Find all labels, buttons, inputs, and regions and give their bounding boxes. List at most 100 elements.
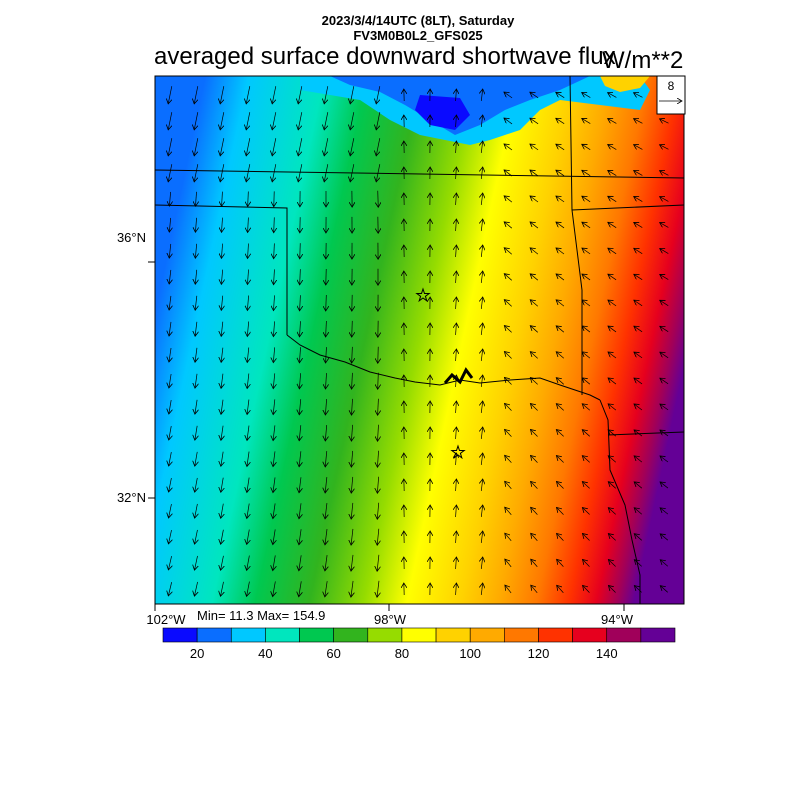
wind-vector — [169, 243, 171, 258]
colorbar-label: 40 — [258, 646, 272, 661]
wind-vector — [556, 430, 564, 437]
wind-vector — [273, 321, 274, 336]
wind-vector — [351, 580, 353, 597]
colorbar-swatch — [640, 627, 676, 643]
wind-vector — [248, 243, 249, 258]
wind-vector — [582, 92, 591, 98]
wind-vector — [481, 375, 482, 387]
wind-vector — [556, 274, 565, 281]
wind-vector — [660, 352, 669, 359]
wind-vector — [221, 295, 222, 311]
wind-vector — [272, 86, 276, 104]
wind-vector — [194, 86, 198, 104]
wind-vector — [481, 193, 482, 205]
wind-vector — [481, 427, 482, 439]
colorbar-label: 140 — [596, 646, 618, 661]
wind-vector — [556, 300, 565, 307]
wind-vector — [352, 372, 353, 389]
wind-vector — [531, 533, 538, 541]
wind-vector — [556, 248, 565, 255]
wind-vector — [221, 321, 223, 337]
wind-vector — [505, 559, 512, 568]
wind-vector — [456, 505, 457, 518]
wind-vector — [273, 477, 275, 492]
wind-vector — [582, 378, 591, 385]
wind-vector — [582, 482, 590, 489]
wind-vector — [456, 141, 457, 154]
wind-vector — [325, 477, 327, 493]
wind-vector — [582, 456, 590, 463]
wind-vector — [247, 555, 250, 571]
wind-vector — [608, 222, 617, 229]
wind-vector — [481, 141, 482, 153]
wind-vector — [247, 477, 249, 493]
wind-vector — [299, 581, 302, 596]
wind-vector — [351, 450, 352, 467]
wind-vector — [608, 300, 617, 307]
wind-vector — [274, 243, 275, 258]
wind-vector — [169, 217, 170, 232]
wind-vector — [169, 295, 171, 310]
wind-vector — [634, 482, 643, 489]
wind-vector — [505, 533, 512, 542]
wind-vector — [168, 112, 172, 130]
wind-vector — [300, 269, 301, 285]
lake-texoma — [443, 367, 474, 385]
wind-vector — [247, 399, 249, 415]
wind-vector — [582, 533, 590, 541]
wind-vector — [273, 399, 275, 414]
wind-vector — [221, 425, 223, 441]
wind-vector — [481, 479, 482, 491]
wind-vector — [247, 347, 249, 363]
wind-vector — [456, 531, 457, 544]
wind-vector — [456, 89, 457, 102]
wind-vector — [272, 112, 276, 130]
colorbar-swatch — [299, 627, 334, 643]
wind-vector — [326, 295, 327, 311]
wind-vector — [273, 347, 274, 362]
wind-vector — [634, 248, 643, 254]
wind-vector — [456, 427, 457, 440]
wind-vector — [505, 507, 512, 516]
wind-vector — [273, 555, 276, 570]
wind-vector — [634, 456, 643, 463]
wind-vector — [582, 222, 591, 229]
wind-vector — [221, 347, 223, 363]
wind-vector — [195, 529, 198, 544]
wind-vector — [377, 476, 378, 493]
wind-vector — [504, 144, 513, 151]
wind-vector — [530, 248, 539, 255]
wind-vector — [634, 430, 643, 437]
wind-vector — [350, 86, 354, 104]
wind-vector — [352, 320, 353, 337]
wind-vector — [634, 404, 643, 411]
flux-field — [155, 76, 684, 604]
wind-vector — [634, 534, 642, 541]
reference-vector-label: 8 — [668, 79, 675, 93]
wind-vector — [660, 586, 668, 593]
wind-vector — [634, 378, 643, 385]
colorbar-swatch — [196, 627, 232, 643]
colorbar-swatch — [606, 627, 642, 643]
wind-vector — [634, 352, 643, 359]
wind-vector — [299, 529, 301, 544]
wind-vector — [376, 86, 380, 104]
colorbar-label: 100 — [459, 646, 481, 661]
wind-vector — [660, 482, 669, 489]
wind-vector — [504, 274, 512, 281]
wind-vectors — [168, 86, 669, 597]
wind-vector — [583, 585, 590, 593]
wind-vector — [378, 424, 379, 442]
wind-vector — [634, 560, 642, 567]
wind-vector — [481, 219, 482, 231]
wind-vector — [377, 580, 379, 597]
wind-vector — [530, 352, 538, 359]
colorbar: 20 40 60 80 100 120 140 — [162, 627, 676, 661]
wind-vector — [220, 112, 224, 130]
wind-vector — [531, 559, 538, 568]
wind-vector — [456, 401, 457, 414]
wind-vector — [195, 217, 196, 232]
model-header: FV3M0B0L2_GFS025 — [353, 28, 483, 43]
wind-vector — [660, 508, 669, 515]
wind-vector — [324, 138, 328, 156]
